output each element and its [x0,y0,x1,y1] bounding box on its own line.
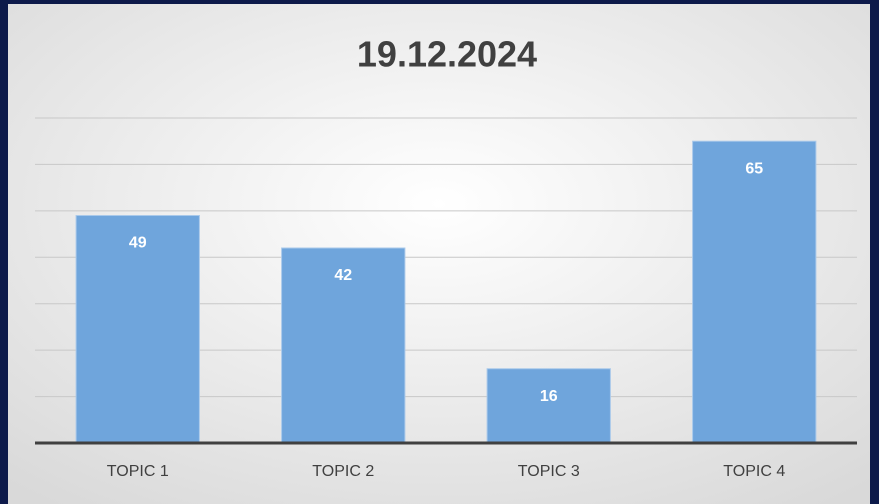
data-label: 42 [334,267,352,284]
data-label: 65 [745,160,763,177]
bar [692,140,817,444]
data-label: 16 [540,388,558,405]
x-tick-label: TOPIC 2 [312,463,374,480]
data-label: 49 [129,235,147,252]
x-tick-label: TOPIC 1 [107,463,169,480]
chart-title: 19.12.2024 [357,34,537,75]
x-tick-label: TOPIC 3 [518,463,580,480]
x-tick-label: TOPIC 4 [723,463,785,480]
bar [486,368,611,444]
bar [281,247,406,444]
bar [75,215,200,444]
